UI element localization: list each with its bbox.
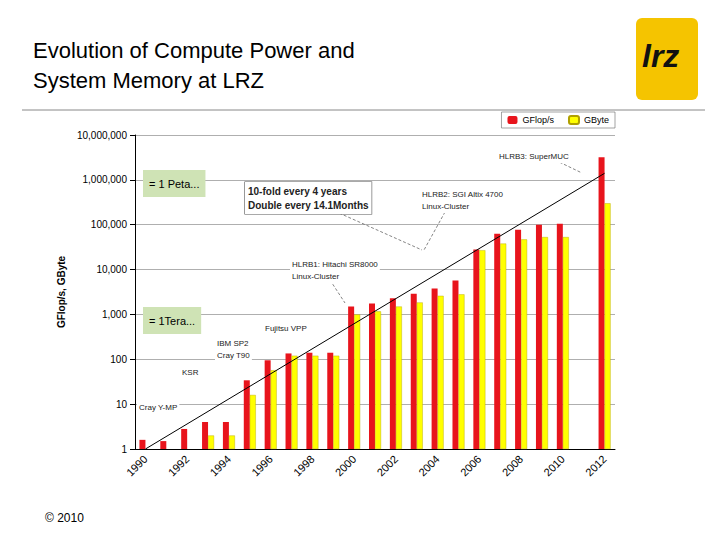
svg-text:= 1Tera...: = 1Tera... — [149, 315, 195, 327]
svg-text:100: 100 — [110, 354, 127, 365]
svg-text:1990: 1990 — [124, 453, 150, 479]
svg-text:Double every 14.1Months: Double every 14.1Months — [248, 200, 369, 211]
svg-text:KSR: KSR — [182, 368, 199, 377]
svg-text:Linux-Cluster: Linux-Cluster — [292, 272, 339, 281]
svg-text:1998: 1998 — [291, 453, 317, 479]
svg-text:10,000,000: 10,000,000 — [77, 130, 127, 141]
svg-text:10: 10 — [116, 399, 128, 410]
svg-text:1,000: 1,000 — [102, 309, 127, 320]
svg-text:= 1 Peta...: = 1 Peta... — [149, 178, 199, 190]
svg-text:2010: 2010 — [541, 453, 567, 479]
svg-text:Fujitsu VPP: Fujitsu VPP — [265, 324, 307, 333]
svg-text:System Memory at LRZ: System Memory at LRZ — [33, 68, 264, 93]
svg-text:HLRB2: SGI Altix 4700: HLRB2: SGI Altix 4700 — [422, 190, 503, 199]
svg-text:1: 1 — [121, 444, 127, 455]
svg-text:lrz: lrz — [642, 38, 679, 74]
svg-text:Cray T90: Cray T90 — [217, 351, 250, 360]
svg-text:Linux-Cluster: Linux-Cluster — [422, 202, 469, 211]
svg-text:2012: 2012 — [583, 453, 609, 479]
svg-text:10-fold every 4 years: 10-fold every 4 years — [248, 186, 347, 197]
svg-text:2008: 2008 — [500, 453, 526, 479]
svg-text:10,000: 10,000 — [96, 264, 127, 275]
svg-text:GByte: GByte — [584, 115, 609, 125]
svg-text:1996: 1996 — [249, 453, 275, 479]
svg-text:2004: 2004 — [416, 453, 442, 479]
svg-text:1994: 1994 — [207, 453, 233, 479]
svg-text:Evolution of Compute Power and: Evolution of Compute Power and — [33, 38, 361, 63]
svg-text:GFlop/s, GByte: GFlop/s, GByte — [56, 255, 67, 328]
svg-text:2002: 2002 — [374, 453, 400, 479]
svg-text:100,000: 100,000 — [91, 219, 128, 230]
svg-text:2006: 2006 — [458, 453, 484, 479]
svg-text:2000: 2000 — [333, 453, 359, 479]
svg-text:HLRB3: SuperMUC: HLRB3: SuperMUC — [499, 152, 569, 161]
svg-text:1992: 1992 — [166, 453, 192, 479]
svg-text:1,000,000: 1,000,000 — [83, 174, 128, 185]
svg-text:© 2010: © 2010 — [45, 511, 84, 525]
svg-text:GFlop/s: GFlop/s — [522, 115, 554, 125]
svg-text:Cray Y-MP: Cray Y-MP — [139, 403, 177, 412]
svg-text:HLRB1: Hitachi SR8000: HLRB1: Hitachi SR8000 — [292, 260, 378, 269]
svg-text:IBM SP2: IBM SP2 — [217, 339, 249, 348]
